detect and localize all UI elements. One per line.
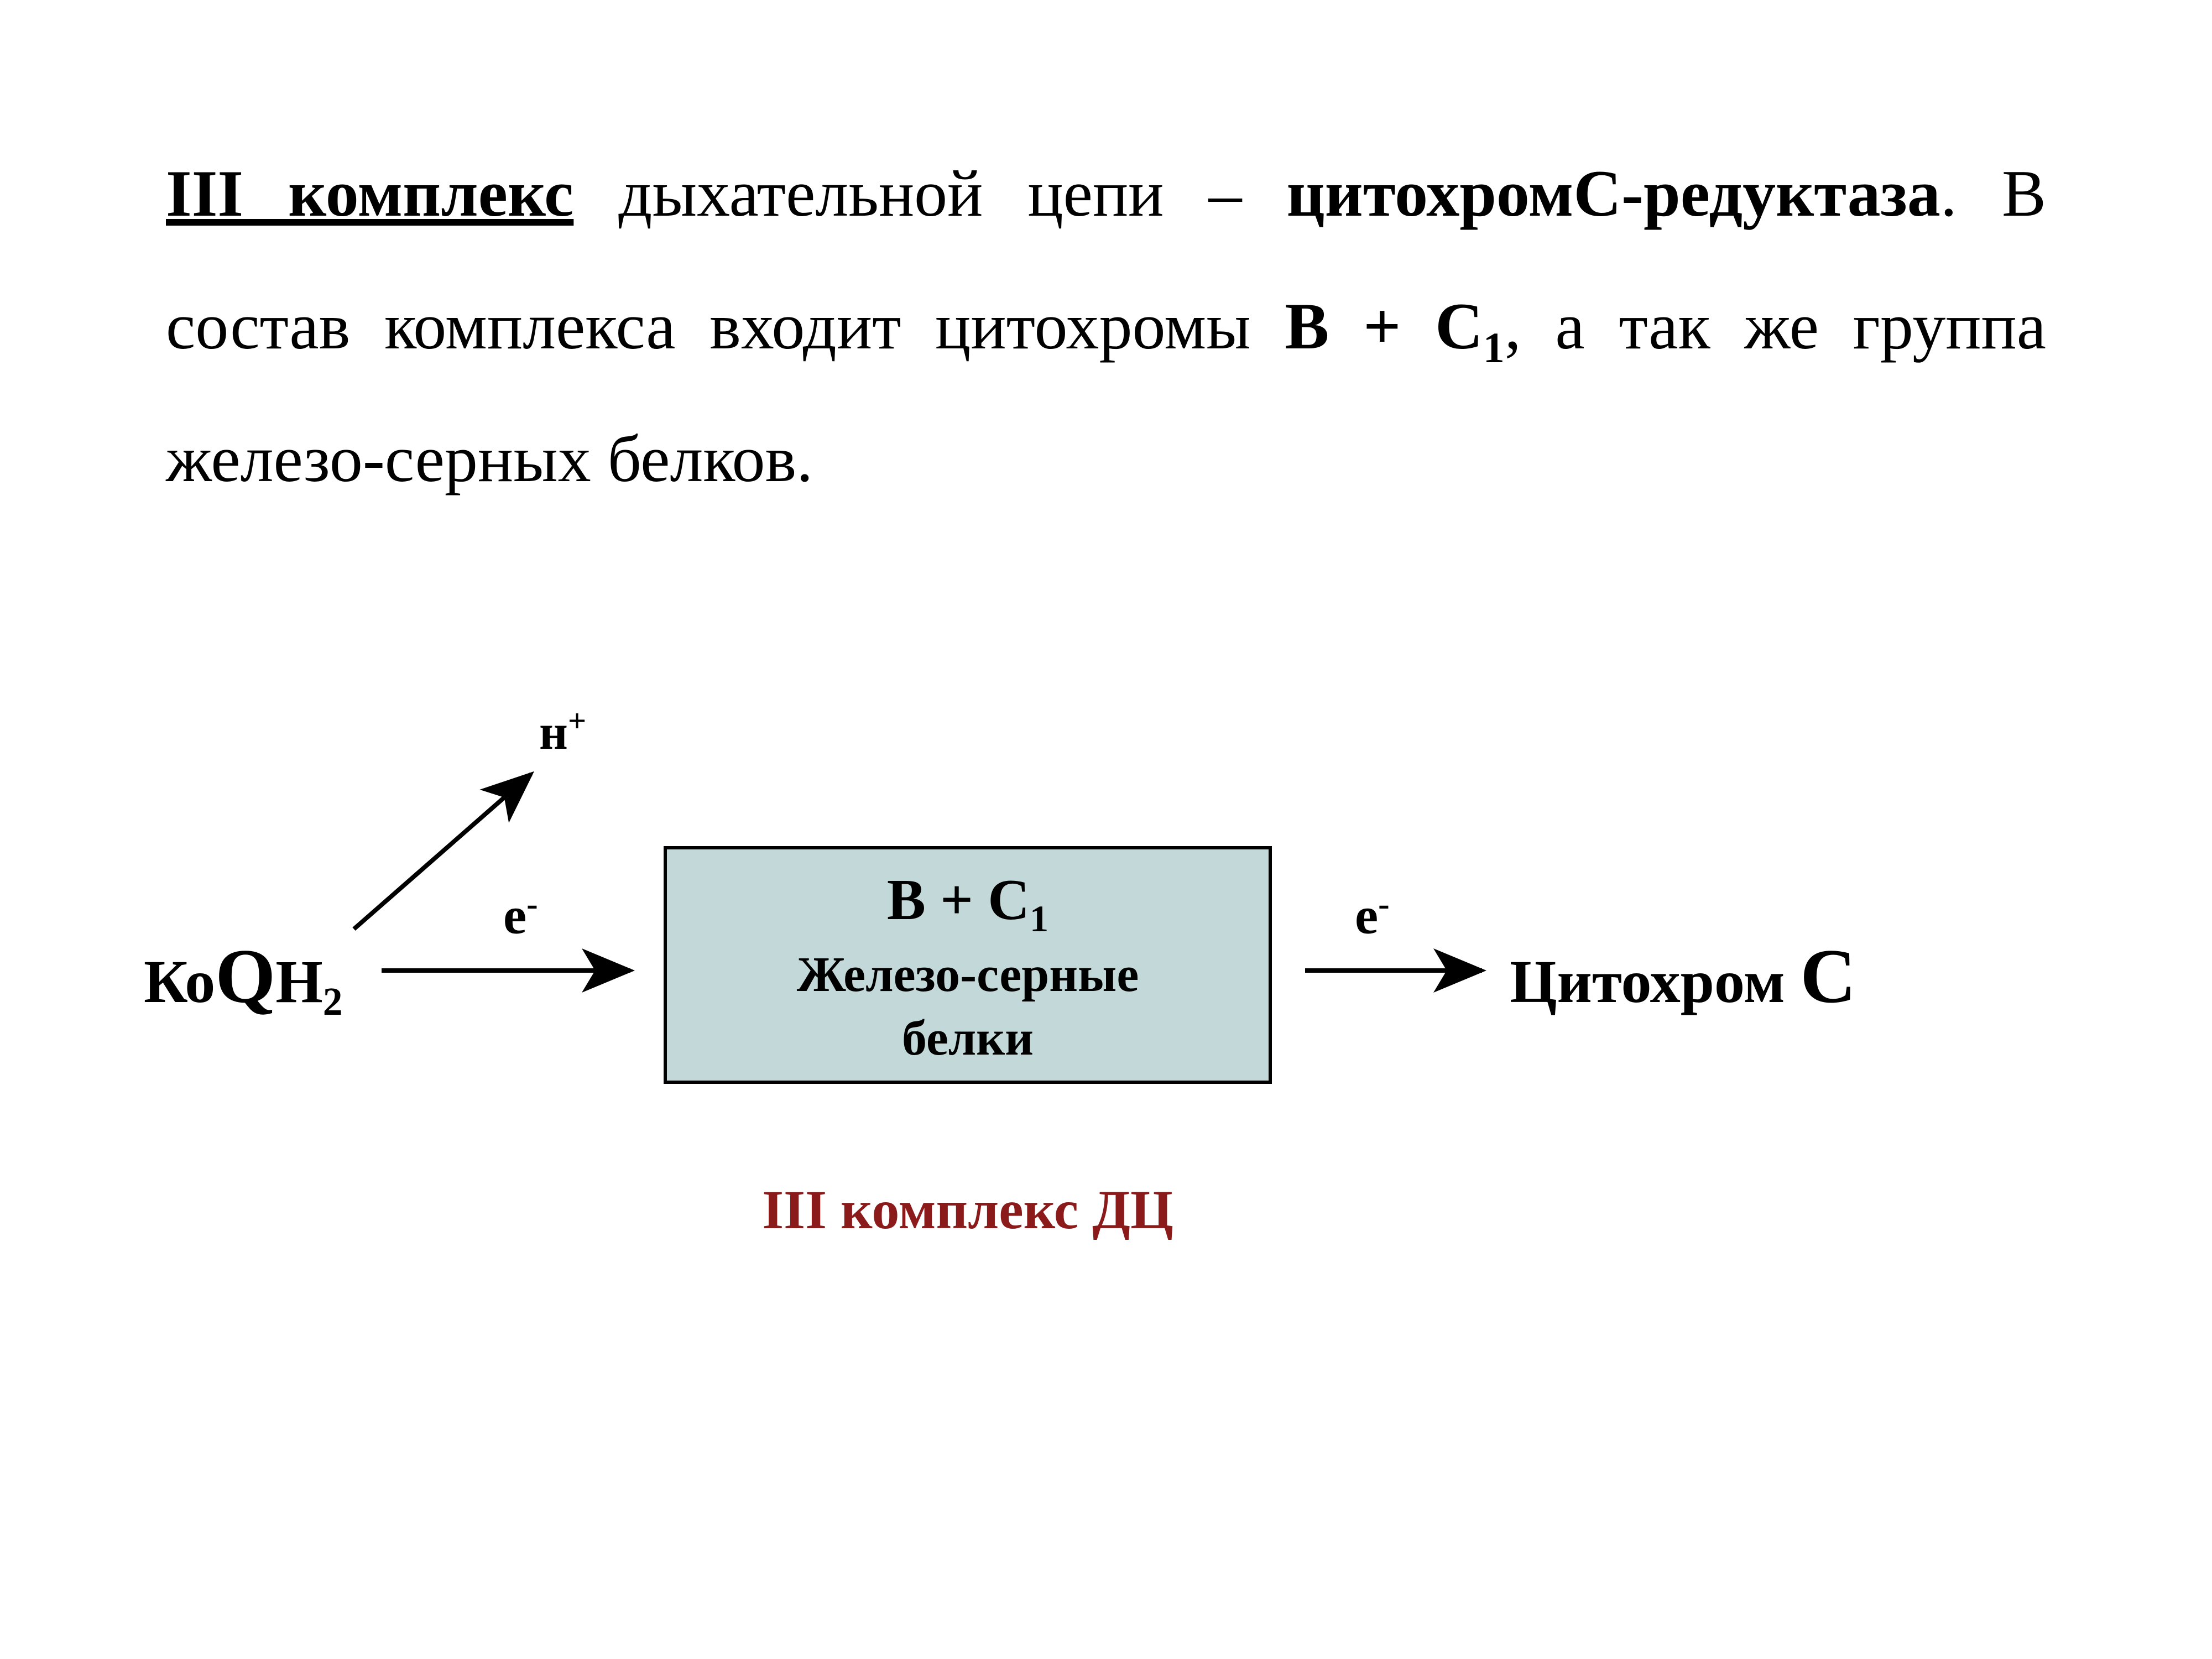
koqh2-q: Q <box>215 933 275 1019</box>
node-electron-2: е- <box>1355 885 1390 946</box>
reaction-diagram: КоQН2 н+ е- е- В + С1 Железо-серные белк… <box>0 0 2212 1659</box>
koqh2-a: Ко <box>144 948 215 1015</box>
e2-sup: - <box>1378 885 1390 923</box>
e1-e: е <box>503 886 526 945</box>
box-line2: Железо-серные <box>667 946 1269 1003</box>
slide: III комплекс дыхательной цепи – цитохром… <box>0 0 2212 1659</box>
diagram-caption: III комплекс ДЦ <box>553 1178 1383 1241</box>
hplus-sup: + <box>568 703 586 739</box>
koqh2-sub: 2 <box>323 980 343 1024</box>
cytc-c: С <box>1800 933 1856 1019</box>
box-line3: белки <box>667 1010 1269 1067</box>
node-complex-box: В + С1 Железо-серные белки <box>664 846 1272 1084</box>
cytc-a: Цитохром <box>1510 948 1800 1015</box>
node-hplus: н+ <box>539 702 586 761</box>
node-electron-1: е- <box>503 885 538 946</box>
node-cytochrome-c: Цитохром С <box>1510 932 1856 1021</box>
arrows-svg <box>0 0 2212 1659</box>
box-line1-a: В + С <box>887 867 1030 932</box>
koqh2-b: Н <box>275 948 323 1015</box>
e2-e: е <box>1355 886 1378 945</box>
box-line1-sub: 1 <box>1030 898 1048 940</box>
hplus-h: н <box>539 705 568 760</box>
box-line1: В + С1 <box>667 866 1269 941</box>
e1-sup: - <box>526 885 538 923</box>
node-koqh2: КоQН2 <box>144 932 343 1025</box>
